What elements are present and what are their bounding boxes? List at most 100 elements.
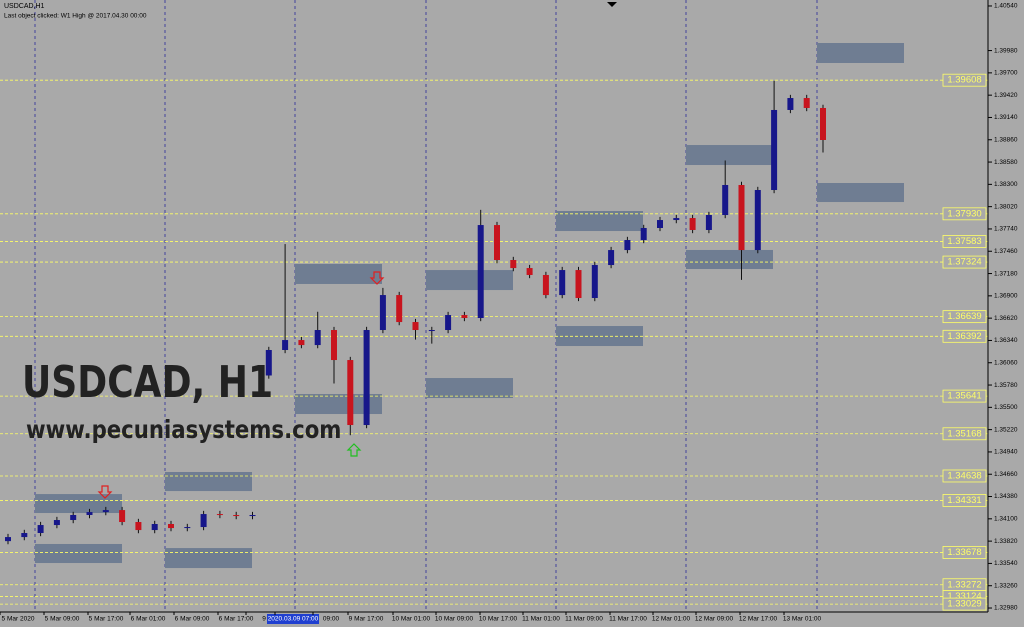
watermark: USDCAD, H1 xyxy=(22,358,273,408)
candle-body xyxy=(298,340,305,346)
x-tick-label: 6 Mar 17:00 xyxy=(219,616,254,623)
candle-body xyxy=(86,512,93,516)
level-label-box xyxy=(942,235,987,248)
candle-body xyxy=(249,515,256,517)
x-tick-label: 11 Mar 09:00 xyxy=(565,616,603,623)
y-tick-label: 1.35500 xyxy=(994,404,1018,411)
level-label: 1.37324 xyxy=(947,257,981,268)
zone xyxy=(165,472,252,492)
candle-body xyxy=(233,515,240,517)
level-label-box xyxy=(942,546,987,559)
y-tick-label: 1.33260 xyxy=(994,582,1018,589)
candle-body xyxy=(445,315,452,331)
x-tick-label: 12 Mar 01:00 xyxy=(652,616,691,623)
candle-body xyxy=(820,107,826,140)
candle-body xyxy=(657,220,663,228)
candle-body xyxy=(21,533,28,538)
level-label: 1.35168 xyxy=(947,428,981,439)
candle-body xyxy=(477,225,484,318)
zone xyxy=(295,394,382,415)
zone xyxy=(426,378,513,399)
level-label-box xyxy=(942,255,987,269)
candle-body xyxy=(494,225,500,261)
y-tick-label: 1.38860 xyxy=(994,136,1018,143)
candle-body xyxy=(119,510,126,523)
candle-body xyxy=(37,525,44,534)
y-tick-label: 1.38580 xyxy=(994,159,1018,166)
y-tick-label: 1.37180 xyxy=(994,270,1018,277)
y-tick-label: 1.38300 xyxy=(994,181,1018,188)
candle-body xyxy=(754,190,761,251)
y-tick-label: 1.34380 xyxy=(994,493,1018,500)
candle-body xyxy=(705,215,712,230)
x-tick-label: 9 Mar 17:00 xyxy=(349,616,384,623)
candle-body xyxy=(363,330,370,426)
candle-body xyxy=(738,184,745,251)
candle-body xyxy=(70,515,77,521)
x-tick-label: 11 Mar 17:00 xyxy=(609,616,647,623)
candle-body xyxy=(787,98,794,110)
candle-body xyxy=(168,524,174,529)
y-tick-label: 1.34100 xyxy=(994,516,1018,523)
candle-body xyxy=(216,514,223,516)
level-label: 1.37930 xyxy=(947,208,981,219)
y-tick-label: 1.36340 xyxy=(994,337,1018,344)
candle-body xyxy=(282,340,289,350)
candle-body xyxy=(331,330,337,361)
x-tick-label: 09:00 xyxy=(323,616,340,623)
y-tick-label: 1.35780 xyxy=(994,382,1018,389)
candle-body xyxy=(689,218,696,230)
sell-arrow xyxy=(369,271,385,285)
zone xyxy=(817,183,904,203)
candle-body xyxy=(151,524,158,531)
candle-body xyxy=(461,315,468,318)
x-tick-label: 10 Mar 01:00 xyxy=(392,616,431,623)
x-tick-label: 10 Mar 17:00 xyxy=(479,616,518,623)
zone xyxy=(165,548,252,569)
y-tick-label: 1.34660 xyxy=(994,471,1018,478)
zone xyxy=(426,270,513,291)
candle-body xyxy=(591,265,598,298)
zone xyxy=(686,145,773,166)
zone xyxy=(35,543,122,564)
candle-body xyxy=(379,295,386,331)
x-tick-label: 12 Mar 09:00 xyxy=(695,616,734,623)
y-tick-label: 1.37740 xyxy=(994,226,1018,233)
y-tick-label: 1.36900 xyxy=(994,293,1018,300)
level-label: 1.33678 xyxy=(947,547,981,558)
y-tick-label: 1.32980 xyxy=(994,605,1018,612)
y-tick-label: 1.39140 xyxy=(994,114,1018,121)
candle-body xyxy=(200,514,207,528)
x-tick-label: 12 Mar 17:00 xyxy=(739,616,778,623)
x-tick-label: 5 Mar 17:00 xyxy=(89,616,124,623)
scroll-marker[interactable] xyxy=(607,2,617,7)
candle-body xyxy=(803,98,810,108)
y-tick-label: 1.36060 xyxy=(994,359,1018,366)
y-tick-label: 1.39700 xyxy=(994,70,1018,77)
x-tick-label: 6 Mar 01:00 xyxy=(131,616,166,623)
back-layer xyxy=(0,0,988,612)
zone xyxy=(295,263,382,284)
x-tick-label: 6 Mar 09:00 xyxy=(175,616,210,623)
candle-body xyxy=(314,330,321,346)
level-label-box xyxy=(942,494,987,507)
zone xyxy=(817,43,904,63)
y-tick-label: 1.39980 xyxy=(994,47,1018,54)
candle-body xyxy=(771,109,778,191)
zone xyxy=(35,494,122,514)
y-tick-label: 1.38020 xyxy=(994,203,1018,210)
candle-body xyxy=(347,360,354,426)
candle-body xyxy=(559,270,566,296)
level-label-box xyxy=(942,73,987,87)
x-tick-label: 13 Mar 01:00 xyxy=(783,616,822,623)
x-tick-label: 5 Mar 09:00 xyxy=(45,616,80,623)
candle-body xyxy=(412,322,419,331)
candle-body xyxy=(575,270,582,298)
level-label-box xyxy=(942,597,987,611)
level-label-box xyxy=(942,207,987,221)
zone xyxy=(556,326,643,347)
candle-body xyxy=(624,240,631,251)
candle-body xyxy=(135,522,142,531)
level-label-box xyxy=(942,427,987,441)
